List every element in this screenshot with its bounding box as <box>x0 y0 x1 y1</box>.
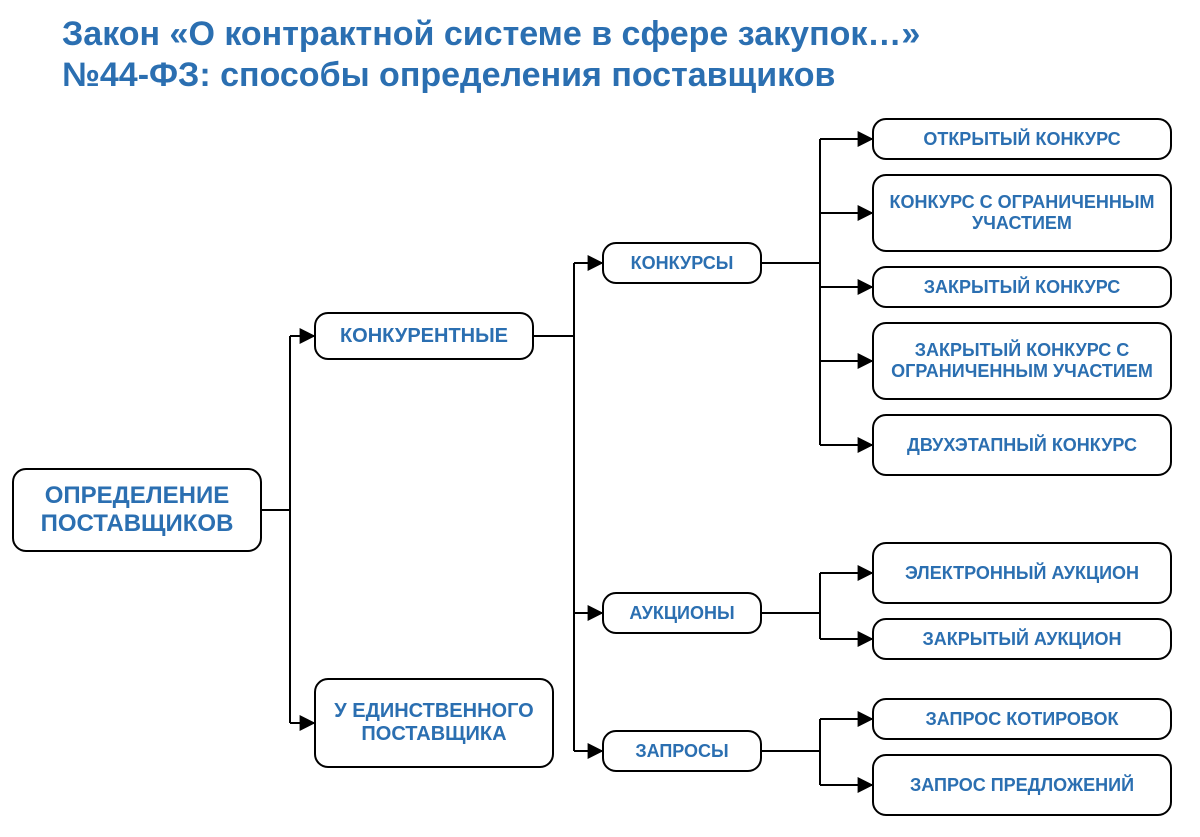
node-label: ЗАКРЫТЫЙ АУКЦИОН <box>922 629 1121 650</box>
node-label: ОПРЕДЕЛЕНИЕ ПОСТАВЩИКОВ <box>22 482 252 537</box>
node-label: ЗАПРОС ПРЕДЛОЖЕНИЙ <box>910 775 1134 796</box>
node-auc: АУКЦИОНЫ <box>602 592 762 634</box>
node-label: ДВУХЭТАПНЫЙ КОНКУРС <box>907 435 1137 456</box>
title-line2: №44-ФЗ: способы определения поставщиков <box>62 55 920 96</box>
node-label: ЗАПРОС КОТИРОВОК <box>926 709 1119 730</box>
node-label: ЗАПРОСЫ <box>635 741 728 762</box>
node-label: ОТКРЫТЫЙ КОНКУРС <box>923 129 1120 150</box>
diagram-title: Закон «О контрактной системе в сфере зак… <box>62 14 920 96</box>
node-r1: ЗАПРОС КОТИРОВОК <box>872 698 1172 740</box>
node-a2: ЗАКРЫТЫЙ АУКЦИОН <box>872 618 1172 660</box>
node-label: КОНКУРСЫ <box>631 253 734 274</box>
node-label: ЗАКРЫТЫЙ КОНКУРС <box>924 277 1121 298</box>
node-label: КОНКУРС С ОГРАНИЧЕННЫМ УЧАСТИЕМ <box>882 192 1162 233</box>
node-k5: ДВУХЭТАПНЫЙ КОНКУРС <box>872 414 1172 476</box>
diagram-canvas: Закон «О контрактной системе в сфере зак… <box>0 0 1200 837</box>
title-line1: Закон «О контрактной системе в сфере зак… <box>62 14 920 55</box>
node-label: ЗАКРЫТЫЙ КОНКУРС С ОГРАНИЧЕННЫМ УЧАСТИЕМ <box>882 340 1162 381</box>
node-comp: КОНКУРЕНТНЫЕ <box>314 312 534 360</box>
node-label: ЭЛЕКТРОННЫЙ АУКЦИОН <box>905 563 1139 584</box>
node-a1: ЭЛЕКТРОННЫЙ АУКЦИОН <box>872 542 1172 604</box>
node-konk: КОНКУРСЫ <box>602 242 762 284</box>
node-r2: ЗАПРОС ПРЕДЛОЖЕНИЙ <box>872 754 1172 816</box>
node-k2: КОНКУРС С ОГРАНИЧЕННЫМ УЧАСТИЕМ <box>872 174 1172 252</box>
node-single: У ЕДИНСТВЕННОГО ПОСТАВЩИКА <box>314 678 554 768</box>
node-k4: ЗАКРЫТЫЙ КОНКУРС С ОГРАНИЧЕННЫМ УЧАСТИЕМ <box>872 322 1172 400</box>
node-label: У ЕДИНСТВЕННОГО ПОСТАВЩИКА <box>324 700 544 746</box>
node-label: АУКЦИОНЫ <box>629 603 734 624</box>
node-label: КОНКУРЕНТНЫЕ <box>340 325 508 348</box>
node-req: ЗАПРОСЫ <box>602 730 762 772</box>
node-k1: ОТКРЫТЫЙ КОНКУРС <box>872 118 1172 160</box>
node-k3: ЗАКРЫТЫЙ КОНКУРС <box>872 266 1172 308</box>
node-root: ОПРЕДЕЛЕНИЕ ПОСТАВЩИКОВ <box>12 468 262 552</box>
